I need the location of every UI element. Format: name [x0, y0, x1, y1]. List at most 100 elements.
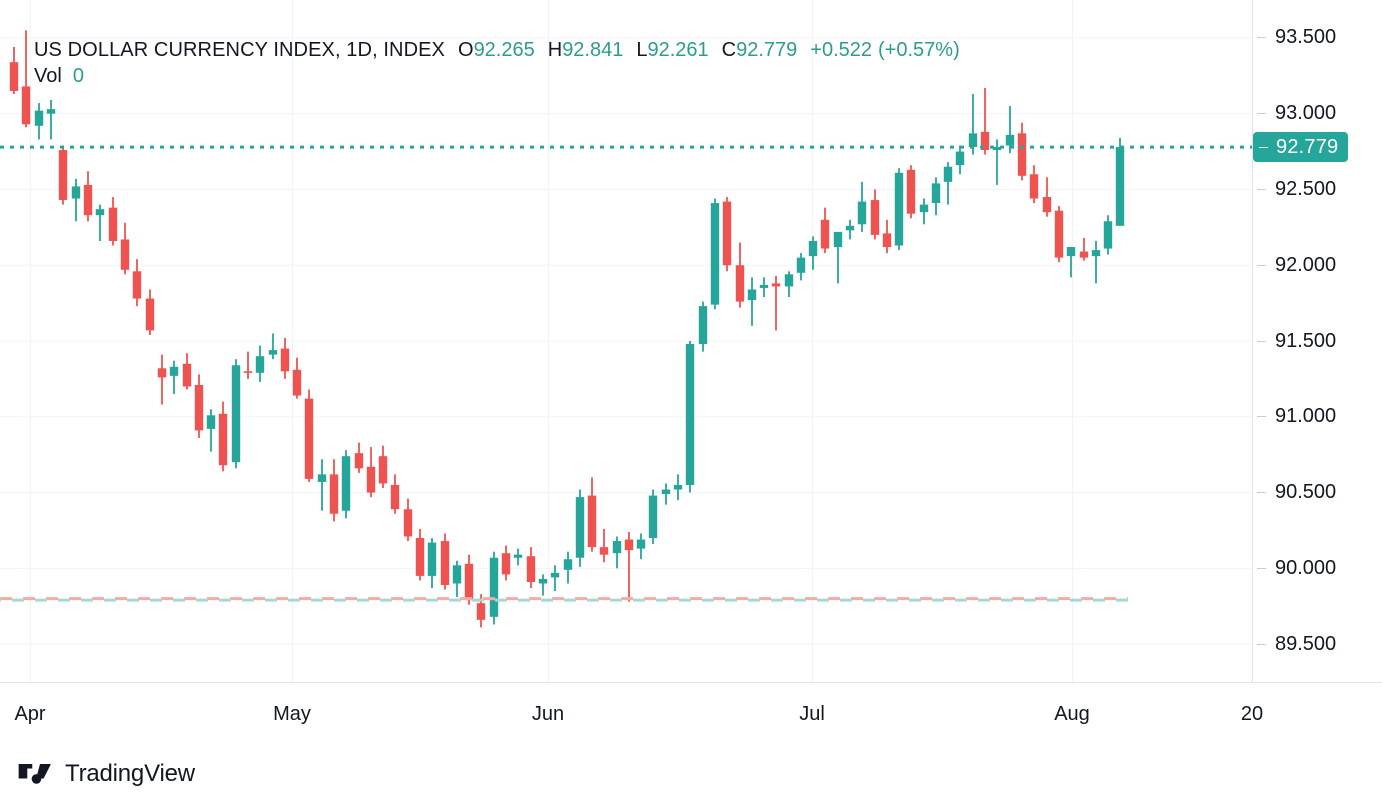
candle-body	[513, 554, 523, 558]
candle-body	[1066, 247, 1076, 257]
candle-body	[206, 415, 216, 429]
candle-body	[231, 365, 241, 463]
price-axis-tick: 89.500	[1253, 633, 1382, 655]
candle-body	[366, 466, 376, 493]
candle-body	[796, 257, 806, 273]
badge-dash-icon	[1259, 146, 1268, 148]
candle-body	[943, 166, 953, 182]
candle-body	[292, 369, 302, 396]
candle-body	[955, 151, 965, 166]
tick-dash-icon	[1257, 264, 1266, 266]
candle-body	[108, 207, 118, 241]
candle-body	[440, 541, 450, 586]
candle-body	[157, 368, 167, 378]
candle-body	[243, 371, 253, 373]
candle-body	[280, 348, 290, 372]
candle-body	[784, 274, 794, 287]
candlestick-series	[0, 0, 1252, 682]
candle-body	[341, 456, 351, 511]
time-axis-label: May	[273, 703, 311, 725]
candle-body	[132, 271, 142, 299]
brand-name: TradingView	[65, 760, 195, 787]
candle-body	[476, 603, 486, 620]
price-axis[interactable]: 93.500 93.000 92.500 92.000 91.500 91.000 90.5…	[1252, 0, 1382, 682]
candle-body	[575, 497, 585, 558]
time-axis-label: Apr	[14, 703, 46, 725]
candle-body	[587, 495, 597, 548]
tick-dash-icon	[1257, 567, 1266, 569]
tick-dash-icon	[1257, 416, 1266, 418]
price-axis-tick-label: 92.500	[1275, 177, 1337, 200]
candle-body	[735, 265, 745, 302]
candle-body	[329, 474, 339, 514]
candle-body	[71, 186, 81, 199]
tick-dash-icon	[1257, 340, 1266, 342]
current-price-badge-label: 92.779	[1276, 135, 1339, 158]
candle-body	[1005, 134, 1015, 146]
price-axis-tick-label: 91.000	[1275, 405, 1337, 428]
candle-body	[9, 62, 19, 91]
candle-body	[599, 547, 609, 555]
candle-body	[390, 484, 400, 510]
candle-body	[427, 542, 437, 576]
price-axis-tick: 90.500	[1253, 481, 1382, 504]
candle-body	[624, 539, 634, 551]
candle-body	[1054, 210, 1064, 258]
price-axis-tick: 92.000	[1253, 253, 1382, 276]
candle-body	[857, 201, 867, 225]
candle-body	[304, 398, 314, 479]
candle-body	[538, 578, 548, 584]
candle-body	[759, 284, 769, 288]
price-axis-tick: 91.500	[1253, 329, 1382, 352]
candle-body	[636, 539, 646, 549]
candle-body	[489, 557, 499, 617]
candle-body	[354, 453, 364, 469]
candle-body	[845, 225, 855, 231]
candle-body	[820, 219, 830, 249]
candle-body	[771, 283, 781, 287]
candle-body	[612, 541, 622, 554]
candle-body	[1017, 133, 1027, 176]
candle-body	[403, 509, 413, 537]
price-axis-tick-label: 93.000	[1275, 102, 1337, 125]
time-axis[interactable]: Apr May Jun Jul Aug 20	[0, 682, 1382, 728]
candle-body	[833, 231, 843, 248]
candle-body	[661, 489, 671, 495]
candle-body	[317, 474, 327, 482]
price-axis-tick: 93.500	[1253, 26, 1382, 49]
price-axis-tick-label: 90.000	[1275, 556, 1337, 579]
candle-body	[919, 204, 929, 213]
candle-body	[673, 484, 683, 490]
tick-dash-icon	[1257, 37, 1266, 39]
tick-dash-icon	[1257, 113, 1266, 115]
candle-body	[526, 556, 536, 582]
candle-body	[980, 131, 990, 151]
tick-dash-icon	[1257, 643, 1266, 645]
candle-body	[992, 147, 1002, 151]
candle-body	[145, 298, 155, 331]
candle-body	[722, 201, 732, 266]
candle-body	[1079, 251, 1089, 258]
price-axis-tick-label: 91.500	[1275, 329, 1337, 352]
price-axis-tick-label: 92.000	[1275, 253, 1337, 276]
candle-body	[1029, 174, 1039, 199]
candle-body	[378, 456, 388, 484]
candle-body	[747, 289, 757, 301]
price-axis-tick-label: 90.500	[1275, 481, 1337, 504]
candle-body	[34, 110, 44, 126]
candle-body	[882, 233, 892, 248]
current-price-badge[interactable]: 92.779	[1253, 132, 1349, 163]
tradingview-brand: TradingView	[18, 760, 195, 788]
price-axis-tick: 90.000	[1253, 556, 1382, 579]
candle-body	[452, 565, 462, 584]
candle-body	[218, 413, 228, 466]
candle-body	[1103, 221, 1113, 249]
candle-body	[46, 109, 56, 114]
tradingview-logo-icon	[18, 764, 51, 784]
candle-body	[685, 344, 695, 485]
chart-plot-area[interactable]	[0, 0, 1252, 682]
price-axis-tick-label: 93.500	[1275, 26, 1337, 49]
candle-body	[563, 559, 573, 570]
candle-body	[182, 363, 192, 387]
